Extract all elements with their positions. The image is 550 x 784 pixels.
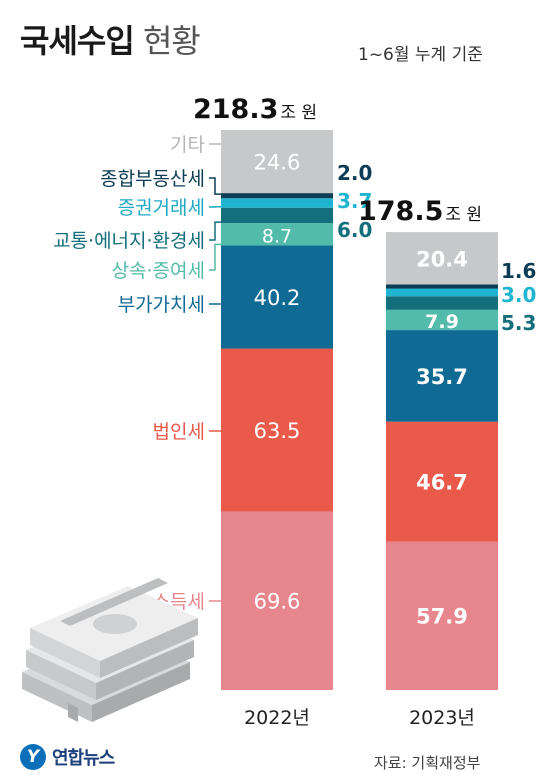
total-label-0: 218.3 조 원 [193, 94, 317, 125]
data-label-1-기타: 20.4 [416, 247, 468, 271]
data-label-0-종합부동산세: 2.0 [337, 161, 372, 185]
series-label-법인세: 법인세 [153, 421, 205, 443]
bar-segment-1-부가가치세 [386, 330, 498, 422]
bars-layer [221, 130, 498, 690]
data-label-1-상속-증여세: 7.9 [425, 311, 459, 333]
data-label-1-교통-에너지-환경세: 5.3 [501, 311, 536, 335]
bar-segment-0-교통-에너지-환경세 [221, 207, 333, 224]
leader-line-교통-에너지-환경세 [209, 221, 221, 241]
data-label-0-기타: 24.6 [254, 151, 301, 175]
data-label-0-교통-에너지-환경세: 6.0 [337, 218, 372, 242]
data-label-1-종합부동산세: 1.6 [501, 259, 536, 283]
chart-subtitle: 1~6월 누계 기준 [358, 45, 483, 65]
bar-segment-0-법인세 [221, 348, 333, 512]
data-label-0-증권거래세: 3.7 [337, 189, 372, 213]
data-label-0-소득세: 69.6 [254, 590, 301, 614]
data-label-0-부가가치세: 40.2 [254, 286, 301, 310]
bar-segment-0-부가가치세 [221, 245, 333, 349]
bar-segment-0-소득세 [221, 511, 333, 690]
data-label-0-상속-증여세: 8.7 [262, 225, 292, 247]
data-label-1-법인세: 46.7 [416, 471, 468, 495]
data-label-1-증권거래세: 3.0 [501, 283, 536, 307]
chart-title: 국세수입 현황 [20, 16, 201, 62]
series-label-부가가치세: 부가가치세 [118, 294, 205, 316]
bar-segment-1-기타 [386, 232, 498, 285]
x-tick-label-1: 2023년 [409, 707, 475, 729]
leader-line-종합부동산세 [209, 177, 221, 195]
bar-segment-1-종합부동산세 [386, 284, 498, 289]
series-label-기타: 기타 [170, 134, 205, 156]
source-note: 자료: 기획재정부 [374, 754, 481, 772]
chart-title-sub: 현황 [142, 22, 201, 60]
bar-segment-1-상속-증여세 [386, 309, 498, 331]
bar-segment-1-법인세 [386, 421, 498, 542]
money-stack-illustration [22, 578, 198, 722]
bar-segment-0-기타 [221, 130, 333, 194]
leader-line-상속-증여세 [209, 243, 221, 271]
chart-title-main: 국세수입 [20, 22, 135, 60]
total-label-1: 178.5 조 원 [358, 196, 482, 227]
labels-layer: 69.6 63.5 40.2 8.7 24.6 2.0 3.7 6.0 218.3 조 원 2022… [53, 94, 536, 729]
series-label-교통-에너지-환경세: 교통·에너지·환경세 [53, 230, 205, 252]
bar-segment-1-교통-에너지-환경세 [386, 296, 498, 310]
data-label-1-부가가치세: 35.7 [416, 365, 468, 389]
series-label-증권거래세: 증권거래세 [118, 197, 205, 219]
data-label-1-소득세: 57.9 [416, 605, 468, 629]
bar-segment-0-종합부동산세 [221, 193, 333, 199]
bar-segment-0-상속-증여세 [221, 223, 333, 246]
logo-text: 연합뉴스 [52, 748, 115, 769]
yonhap-logo: Y 연합뉴스 [20, 740, 115, 774]
logo-mark-icon: Y [20, 744, 46, 770]
bar-segment-1-증권거래세 [386, 288, 498, 297]
bar-segment-0-증권거래세 [221, 198, 333, 208]
series-label-종합부동산세: 종합부동산세 [100, 168, 205, 190]
bar-segment-1-소득세 [386, 541, 498, 690]
series-label-상속-증여세: 상속·증여세 [112, 260, 205, 282]
x-tick-label-0: 2022년 [244, 707, 310, 729]
data-label-0-법인세: 63.5 [254, 419, 301, 443]
